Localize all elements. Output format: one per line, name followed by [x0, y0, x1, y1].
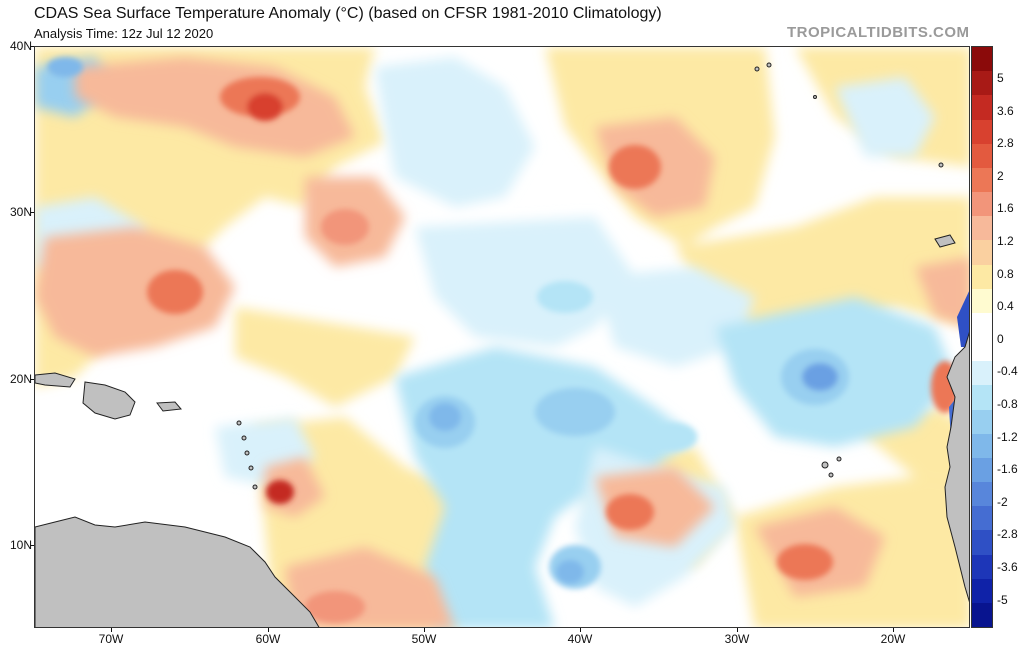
- color-scale-segment: [972, 312, 992, 338]
- lat-label-40n: 40N: [9, 39, 32, 53]
- color-scale-label: -1.2: [997, 429, 1018, 444]
- color-scale-segment: [972, 385, 992, 411]
- lon-tick-20w: [893, 628, 894, 632]
- lat-label-10n: 10N: [9, 538, 32, 552]
- color-scale-segment: [972, 216, 992, 242]
- color-scale-label: -0.4: [997, 364, 1018, 379]
- color-scale-label: 0.8: [997, 266, 1014, 281]
- color-scale-segment: [972, 143, 992, 169]
- color-scale-label: -2: [997, 494, 1008, 509]
- map-canvas: [35, 47, 969, 627]
- cool-anomaly-cores: [47, 57, 849, 589]
- map-title: CDAS Sea Surface Temperature Anomaly (°C…: [34, 5, 662, 22]
- color-scale-segment: [972, 530, 992, 556]
- south-america: [35, 516, 320, 627]
- color-scale-segment: [972, 119, 992, 145]
- lon-label-40w: 40W: [567, 632, 593, 646]
- sst-anomaly-map: [34, 46, 970, 628]
- color-scale-segment: [972, 554, 992, 580]
- color-scale-segment: [972, 167, 992, 193]
- lon-tick-70w: [111, 628, 112, 632]
- color-scale-segment: [972, 47, 992, 73]
- color-scale-label: -1.6: [997, 462, 1018, 477]
- color-scale-segment: [972, 288, 992, 314]
- color-scale-segment: [972, 361, 992, 387]
- color-scale-segment: [972, 433, 992, 459]
- small-islands: [236, 62, 944, 490]
- lon-tick-30w: [737, 628, 738, 632]
- color-scale-segment: [972, 602, 992, 627]
- color-scale-segment: [972, 95, 992, 121]
- canary-islands: [934, 234, 956, 248]
- lon-label-50w: 50W: [411, 632, 437, 646]
- lon-label-60w: 60W: [255, 632, 281, 646]
- color-scale-label: -5: [997, 592, 1008, 607]
- lon-label-30w: 30W: [724, 632, 750, 646]
- color-scale-label: 1.2: [997, 234, 1014, 248]
- color-scale-label: 3.6: [997, 103, 1014, 118]
- site-watermark: TROPICALTIDBITS.COM: [787, 24, 970, 41]
- color-scale-segment: [972, 457, 992, 483]
- lat-label-20n: 20N: [9, 372, 32, 386]
- color-scale-segment: [972, 264, 992, 290]
- lat-tick-40n: [30, 46, 34, 47]
- color-scale-label: 5: [997, 71, 1004, 85]
- color-scale-label: -2.8: [997, 527, 1018, 542]
- lat-tick-20n: [30, 379, 34, 380]
- lon-label-20w: 20W: [880, 632, 906, 646]
- color-scale-segment: [972, 578, 992, 604]
- land-masses: [35, 234, 969, 627]
- color-scale-label: 1.6: [997, 201, 1014, 216]
- color-scale-label: 0: [997, 331, 1004, 346]
- puerto-rico: [156, 401, 182, 412]
- lon-tick-40w: [580, 628, 581, 632]
- color-scale-segment: [972, 337, 992, 363]
- color-scale-label: 2: [997, 168, 1004, 183]
- color-scale-label: -0.8: [997, 397, 1018, 411]
- cuba: [35, 372, 76, 388]
- lat-tick-30n: [30, 212, 34, 213]
- lon-label-70w: 70W: [98, 632, 124, 646]
- color-scale-segment: [972, 71, 992, 97]
- color-scale-label: -3.6: [997, 560, 1018, 574]
- color-scale-label: 2.8: [997, 136, 1014, 151]
- color-scale-segment: [972, 409, 992, 435]
- color-scale-segment: [972, 240, 992, 266]
- analysis-time: Analysis Time: 12z Jul 12 2020: [34, 26, 214, 41]
- color-scale-label: 0.4: [997, 299, 1014, 314]
- color-scale-bar: [971, 46, 993, 628]
- color-scale-segment: [972, 482, 992, 508]
- africa: [944, 331, 969, 603]
- color-scale-segment: [972, 506, 992, 532]
- lon-tick-50w: [424, 628, 425, 632]
- hispaniola: [82, 381, 136, 420]
- lat-tick-10n: [30, 545, 34, 546]
- warm-anomaly-cores: [75, 77, 959, 623]
- lon-tick-60w: [268, 628, 269, 632]
- lat-label-30n: 30N: [9, 205, 32, 219]
- color-scale-segment: [972, 192, 992, 218]
